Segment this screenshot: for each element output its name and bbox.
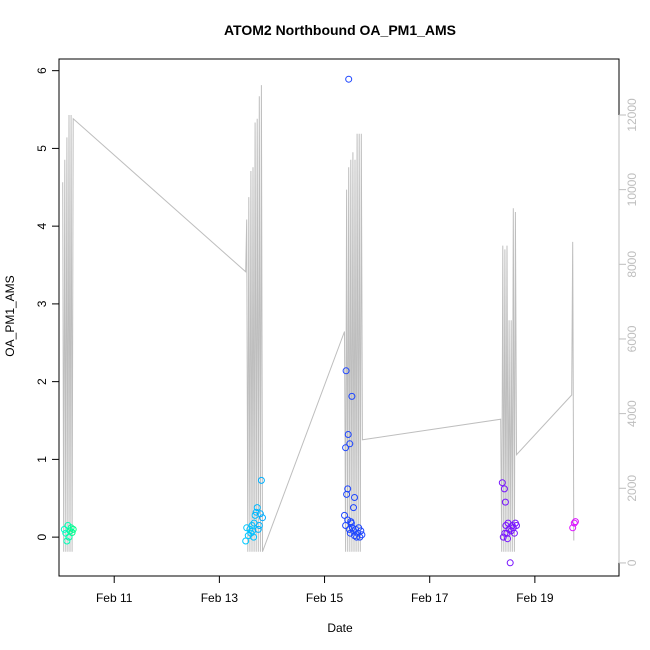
y2-tick-label: 6000 — [625, 325, 639, 352]
y-tick-label: 1 — [35, 456, 49, 463]
data-point — [60, 525, 68, 533]
plot-frame — [58, 58, 620, 577]
x-tick-label: Feb 19 — [516, 591, 554, 605]
data-point — [357, 527, 365, 535]
y-axis-left: 0 1 2 3 4 5 6 — [35, 67, 60, 540]
data-point — [351, 494, 358, 501]
y-tick-label: 2 — [35, 378, 49, 385]
data-point — [342, 444, 350, 452]
data-point — [346, 440, 354, 448]
data-point — [63, 537, 71, 545]
data-point — [350, 504, 357, 512]
data-point — [510, 529, 518, 537]
y-axis-right: 0 2000 4000 6000 8000 10000 12000 — [618, 98, 639, 566]
y-tick-label: 3 — [35, 300, 49, 307]
y-tick-label: 6 — [35, 67, 49, 74]
data-point — [341, 511, 348, 519]
data-point — [348, 392, 356, 400]
data-point — [259, 514, 266, 522]
x-axis: Feb 11 Feb 13 Feb 15 Feb 17 Feb 19 — [96, 575, 554, 605]
data-point — [501, 529, 509, 537]
scatter-points — [60, 75, 579, 567]
data-point — [69, 525, 77, 533]
y2-tick-label: 4000 — [625, 400, 639, 427]
data-point — [504, 535, 511, 543]
data-point — [242, 537, 250, 545]
data-point — [498, 479, 506, 487]
y2-tick-label: 10000 — [625, 173, 639, 207]
y2-tick-label: 0 — [625, 559, 639, 566]
data-point — [506, 559, 514, 567]
secondary-line-path — [62, 85, 575, 552]
data-point — [256, 510, 264, 518]
chart-title: ATOM2 Northbound OA_PM1_AMS — [224, 22, 456, 38]
data-point — [67, 524, 75, 532]
y-tick-label: 0 — [35, 533, 49, 540]
data-point — [253, 504, 261, 512]
data-point — [345, 75, 353, 83]
data-point — [500, 485, 508, 493]
x-tick-label: Feb 11 — [96, 591, 133, 605]
data-point — [248, 522, 256, 529]
x-tick-label: Feb 13 — [201, 591, 239, 605]
data-point — [569, 524, 577, 532]
x-tick-label: Feb 17 — [411, 591, 449, 605]
data-point — [250, 533, 258, 541]
data-point — [257, 476, 265, 484]
y-tick-label: 4 — [35, 222, 49, 229]
data-point — [66, 527, 74, 535]
data-point — [513, 522, 520, 529]
data-point — [254, 525, 262, 533]
data-point — [343, 490, 351, 498]
data-point — [571, 518, 579, 526]
y2-tick-label: 12000 — [625, 98, 639, 132]
data-point — [344, 485, 352, 493]
data-point — [255, 522, 263, 529]
data-point — [68, 529, 76, 536]
y-tick-label: 5 — [35, 145, 49, 152]
y-axis-label: OA_PM1_AMS — [3, 275, 17, 356]
data-point — [347, 519, 355, 527]
data-point — [501, 498, 509, 506]
data-point — [350, 527, 357, 535]
y2-tick-label: 2000 — [625, 475, 639, 502]
data-point — [344, 431, 352, 438]
data-point — [358, 531, 366, 539]
x-axis-label: Date — [327, 621, 353, 635]
data-point — [570, 519, 578, 527]
y2-tick-label: 8000 — [625, 251, 639, 278]
data-point — [252, 508, 260, 516]
data-point — [342, 367, 350, 375]
data-point — [499, 533, 507, 541]
secondary-line-series — [62, 85, 575, 552]
x-tick-label: Feb 15 — [306, 591, 344, 605]
